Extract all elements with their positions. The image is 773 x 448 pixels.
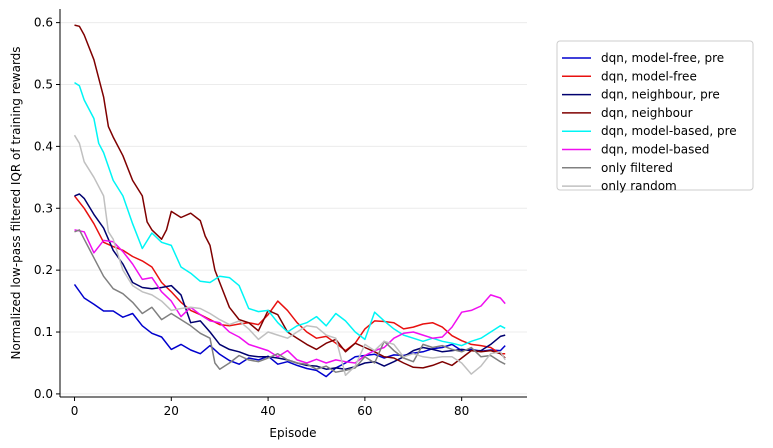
y-tick-label: 0.6 xyxy=(34,16,53,30)
series-line-dqn-neighbour xyxy=(74,24,506,369)
legend-label-only-random: only random xyxy=(601,179,677,193)
x-tick-label: 40 xyxy=(260,404,275,418)
series-line-dqn-neighbour-pre xyxy=(74,193,506,370)
legend-label-dqn-model-free: dqn, model-free xyxy=(601,69,697,83)
legend: dqn, model-free, pre dqn, model-free dqn, … xyxy=(556,40,754,193)
grid-lines xyxy=(60,22,527,395)
y-axis-label: Normalized low-pass filtered IQR of trai… xyxy=(9,46,23,359)
x-axis-label: Episode xyxy=(269,426,316,440)
y-tick-label: 0.0 xyxy=(34,387,53,401)
y-tick-label: 0.1 xyxy=(34,325,53,339)
series-line-dqn-model-based xyxy=(74,229,506,364)
x-ticks: 0 20 40 60 80 xyxy=(71,397,469,418)
x-tick-label: 80 xyxy=(454,404,469,418)
x-tick-label: 60 xyxy=(357,404,372,418)
series-line-dqn-model-free xyxy=(73,195,506,355)
legend-label-dqn-model-based-pre: dqn, model-based, pre xyxy=(601,124,737,138)
legend-label-dqn-model-free-pre: dqn, model-free, pre xyxy=(601,51,724,65)
y-tick-label: 0.3 xyxy=(34,201,53,215)
legend-frame xyxy=(556,40,754,191)
y-tick-label: 0.4 xyxy=(34,139,53,153)
y-tick-label: 0.2 xyxy=(34,263,53,277)
y-tick-label: 0.5 xyxy=(34,77,53,91)
series-line-only-random xyxy=(73,134,506,377)
legend-label-only-filtered: only filtered xyxy=(601,161,673,175)
y-ticks: 0.0 0.1 0.2 0.3 0.4 0.5 0.6 xyxy=(34,16,60,401)
legend-label-dqn-neighbour: dqn, neighbour xyxy=(601,106,693,120)
series-lines xyxy=(73,24,506,378)
series-line-dqn-model-free-pre xyxy=(73,283,506,378)
x-tick-label: 20 xyxy=(164,404,179,418)
x-tick-label: 0 xyxy=(71,404,79,418)
legend-label-dqn-model-based: dqn, model-based xyxy=(601,143,709,157)
series-line-dqn-model-based-pre xyxy=(74,81,506,347)
series-line-only-filtered xyxy=(74,229,506,373)
legend-label-dqn-neighbour-pre: dqn, neighbour, pre xyxy=(601,88,720,102)
